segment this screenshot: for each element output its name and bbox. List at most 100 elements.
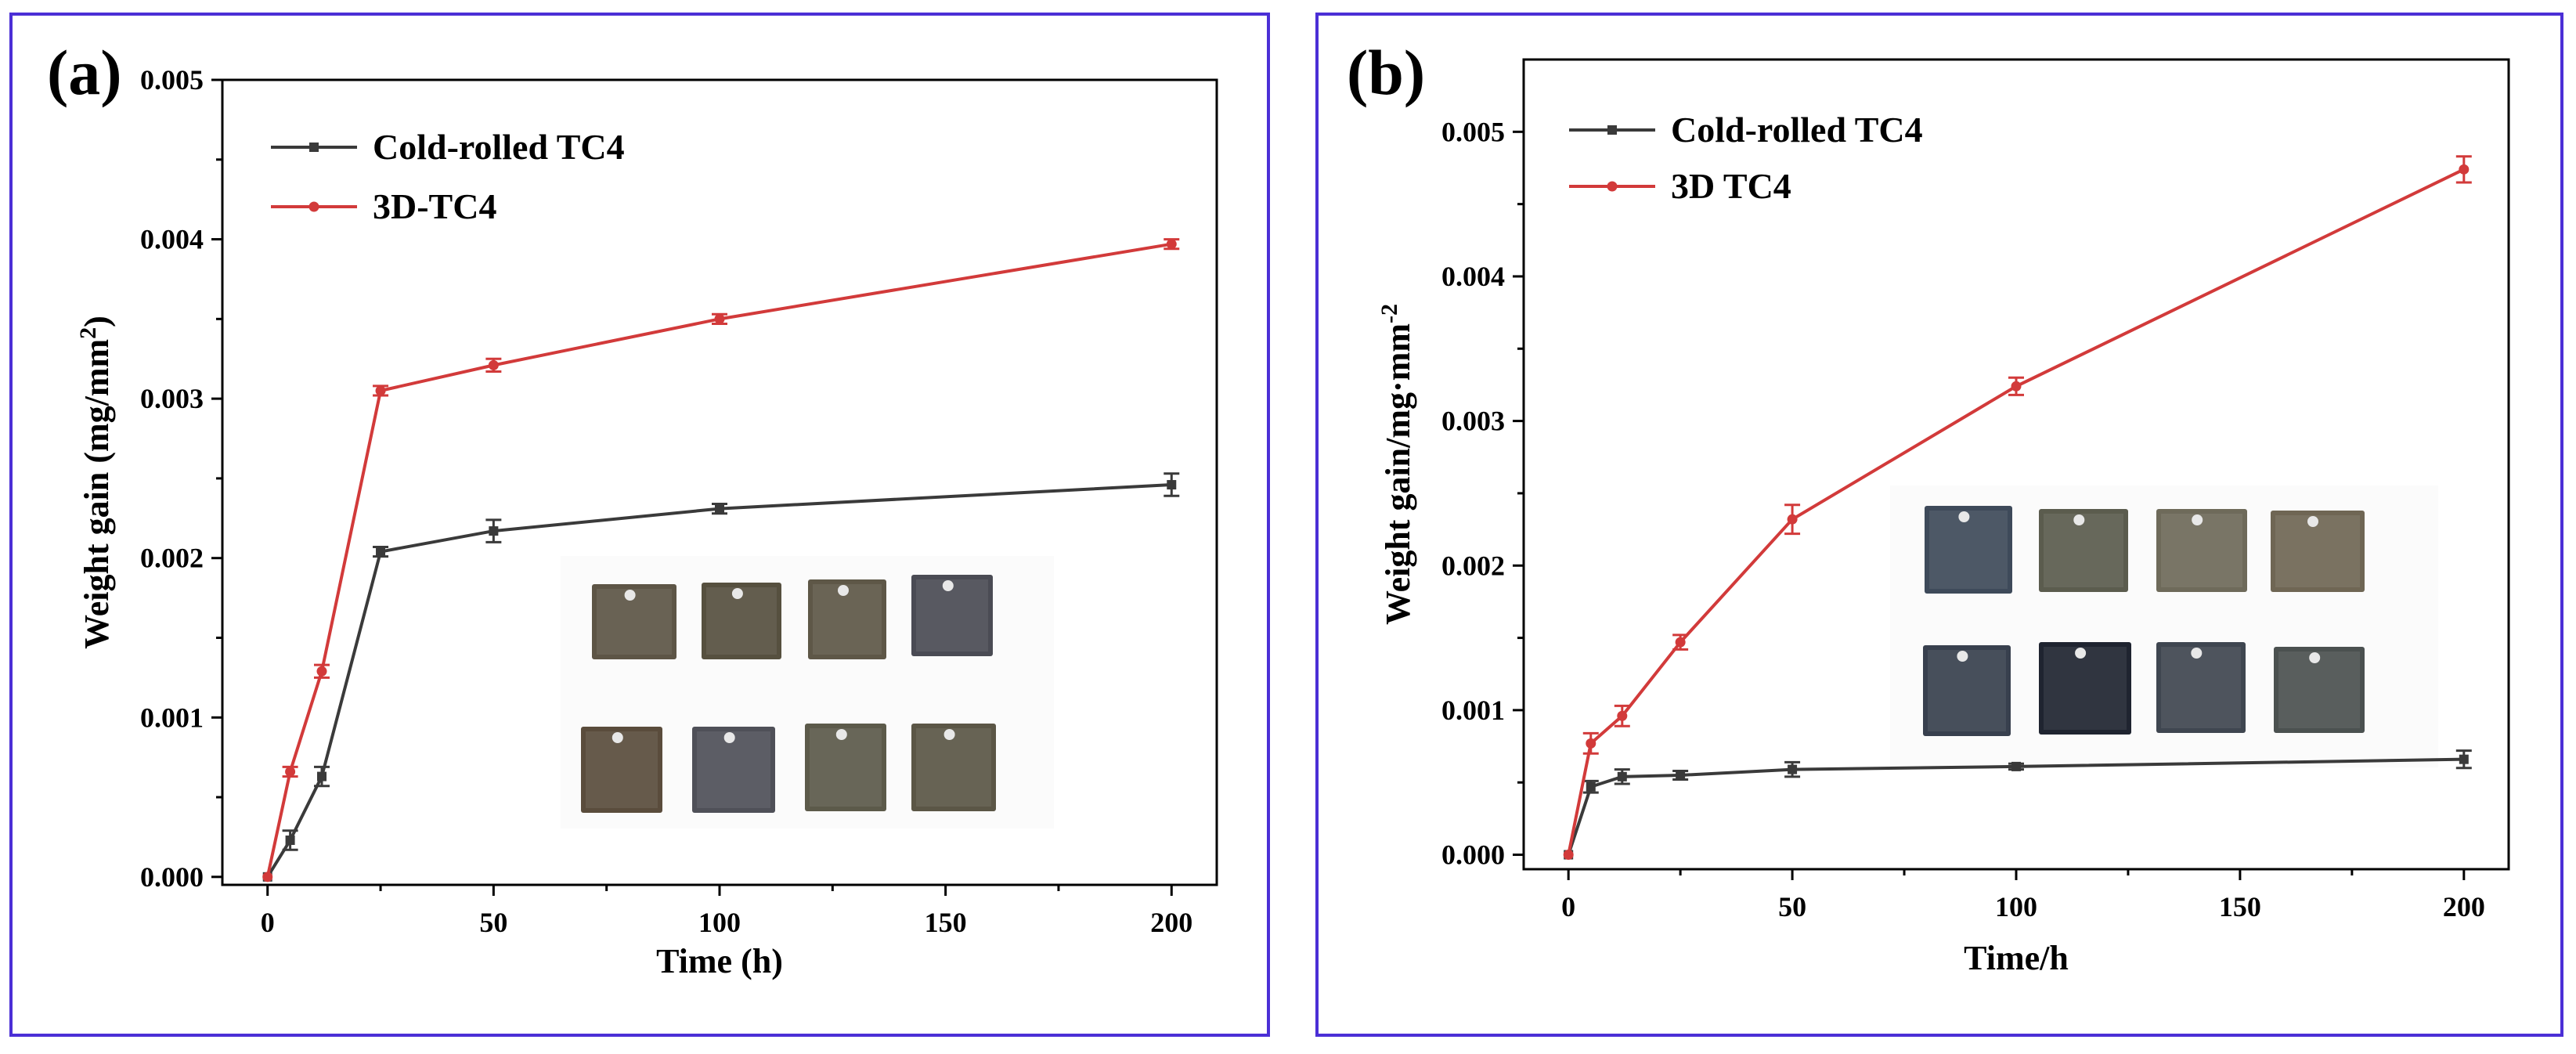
sample-coupon xyxy=(1923,645,2011,736)
x-tick-label: 100 xyxy=(1995,891,2037,922)
series-line-cold-rolled xyxy=(1567,757,2464,856)
coupon-sheen xyxy=(813,584,882,655)
coupon-hole xyxy=(2073,514,2085,525)
data-point xyxy=(489,526,499,536)
sample-coupon xyxy=(692,727,775,813)
sample-coupon xyxy=(702,583,781,659)
data-point xyxy=(375,385,386,396)
data-point xyxy=(714,313,725,324)
y-axis-title: Weight gain (mg/mm2) xyxy=(75,316,117,649)
data-point xyxy=(1787,514,1798,525)
sample-coupon xyxy=(1925,506,2012,594)
y-tick-label: 0.004 xyxy=(1441,261,1505,292)
coupon-sheen xyxy=(586,731,658,808)
coupon-sheen xyxy=(916,728,991,807)
x-tick-label: 50 xyxy=(1778,891,1806,922)
coupon-hole xyxy=(624,590,636,601)
data-point xyxy=(262,872,273,883)
data-point xyxy=(1676,770,1686,780)
coupon-sheen xyxy=(2278,652,2360,728)
data-point xyxy=(1563,850,1574,861)
legend-marker xyxy=(308,201,319,212)
coupon-hole xyxy=(943,729,955,740)
data-point xyxy=(1617,771,1627,781)
x-tick-label: 0 xyxy=(261,907,275,938)
data-point xyxy=(715,504,724,514)
sample-coupon xyxy=(808,579,886,659)
x-tick-label: 100 xyxy=(698,907,741,938)
coupon-sheen xyxy=(1929,511,2008,589)
y-tick-label: 0.002 xyxy=(1441,550,1505,581)
x-tick-label: 0 xyxy=(1561,891,1575,922)
coupon-hole xyxy=(835,729,847,740)
coupon-hole xyxy=(838,585,849,596)
coupon-sheen xyxy=(2275,515,2360,587)
data-point xyxy=(1675,637,1686,648)
y-tick-label: 0.005 xyxy=(140,64,204,96)
coupon-sheen xyxy=(810,728,882,807)
data-point xyxy=(376,547,386,557)
sample-coupon xyxy=(2156,642,2246,733)
sample-photo-inset xyxy=(561,556,1054,828)
coupon-sheen xyxy=(597,589,672,655)
legend-label: 3D TC4 xyxy=(1671,166,1791,206)
data-point xyxy=(1167,480,1177,490)
coupon-hole xyxy=(2309,652,2321,663)
y-tick-label: 0.000 xyxy=(1441,839,1505,871)
sample-coupon xyxy=(2039,642,2131,735)
legend-marker xyxy=(1607,181,1618,192)
data-point xyxy=(285,836,295,846)
x-axis-title: Time/h xyxy=(1964,939,2069,977)
data-point xyxy=(317,771,327,781)
coupon-sheen xyxy=(2044,647,2127,730)
data-point xyxy=(1617,710,1628,721)
coupon-sheen xyxy=(2161,647,2241,728)
coupon-hole xyxy=(723,732,735,743)
data-point xyxy=(1166,239,1177,250)
sample-photo-inset xyxy=(1890,485,2438,767)
coupon-sheen xyxy=(916,579,988,652)
data-point xyxy=(316,666,327,677)
data-point xyxy=(1586,781,1596,792)
coupon-hole xyxy=(2192,514,2203,525)
coupon-hole xyxy=(612,732,623,743)
legend-marker xyxy=(1607,125,1617,135)
chart-svg-a: (a) 0 50 100 150 200 0.000 0.001 0.002 0.003 0.004… xyxy=(47,37,1218,980)
chart-panel-a: (a) 0 50 100 150 200 0.000 0.001 0.002 0.003 0.004… xyxy=(9,13,1270,1037)
sample-coupon xyxy=(2039,509,2128,592)
y-tick-label: 0.005 xyxy=(1441,116,1505,147)
panel-label: (b) xyxy=(1347,37,1425,108)
y-tick-label: 0.001 xyxy=(140,702,204,733)
data-point xyxy=(2011,761,2021,771)
x-tick-label: 200 xyxy=(2443,891,2485,922)
data-point xyxy=(2459,754,2469,764)
y-tick-label: 0.002 xyxy=(140,543,204,574)
y-axis-title-tail: ) xyxy=(78,316,116,327)
y-tick-label: 0.001 xyxy=(1441,695,1505,726)
y-axis-title: Weight gain/mg·mm-2 xyxy=(1376,304,1418,625)
y-tick-label: 0.004 xyxy=(140,224,204,255)
legend-marker xyxy=(309,143,319,152)
sample-coupon xyxy=(581,727,662,813)
x-tick-label: 150 xyxy=(925,907,967,938)
y-axis-title-superscript: -2 xyxy=(1376,304,1402,323)
coupon-hole xyxy=(1958,511,1970,522)
sample-coupon xyxy=(592,584,676,659)
x-tick-label: 50 xyxy=(479,907,507,938)
coupon-hole xyxy=(942,580,954,591)
x-tick-label: 150 xyxy=(2219,891,2261,922)
sample-coupon xyxy=(805,724,886,811)
sample-coupon xyxy=(911,724,996,811)
coupon-sheen xyxy=(1928,650,2006,731)
chart-svg-b: (b) 0 50 100 150 200 0.000 0.001 0.002 0.003 0.004… xyxy=(1347,37,2510,977)
coupon-sheen xyxy=(697,731,770,808)
coupon-hole xyxy=(1957,651,1968,662)
y-tick-label: 0.003 xyxy=(1441,406,1505,437)
sample-coupon xyxy=(2274,647,2365,733)
sample-coupon xyxy=(2271,511,2365,592)
coupon-hole xyxy=(731,588,743,599)
coupon-sheen xyxy=(2044,514,2123,587)
coupon-hole xyxy=(2075,648,2087,659)
y-tick-label: 0.003 xyxy=(140,383,204,414)
data-point xyxy=(1788,764,1798,774)
